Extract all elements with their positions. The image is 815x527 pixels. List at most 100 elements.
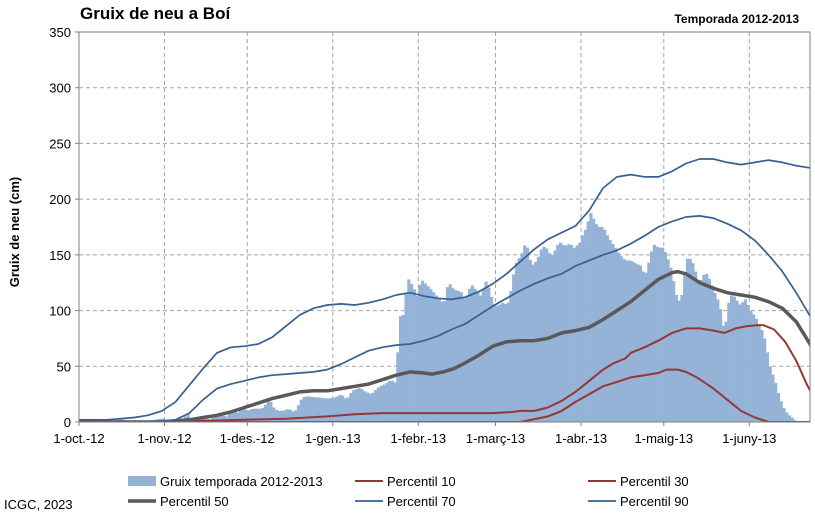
season-bar <box>600 227 604 422</box>
season-bar <box>216 415 221 422</box>
season-bar <box>421 280 425 422</box>
season-bar <box>520 253 524 422</box>
season-bar <box>365 392 370 422</box>
x-tick-label: 1-juny-13 <box>722 431 776 446</box>
season-bar <box>360 389 364 422</box>
season-bar <box>341 395 345 422</box>
season-bar <box>434 295 439 422</box>
season-bar <box>699 279 703 422</box>
season-bar <box>332 397 336 422</box>
season-bar <box>655 246 659 422</box>
x-tick-label: 1-nov.-12 <box>138 431 192 446</box>
season-bar <box>732 296 736 422</box>
season-bar <box>296 405 301 422</box>
season-bar <box>616 252 621 422</box>
season-bar <box>269 401 273 422</box>
season-bar <box>490 296 494 422</box>
season-bar <box>757 324 761 422</box>
season-bar <box>743 299 747 422</box>
season-bar <box>583 229 587 422</box>
season-bar <box>263 404 267 422</box>
season-bar <box>247 410 251 422</box>
season-bar <box>443 301 447 422</box>
season-bar <box>294 410 298 422</box>
season-bar <box>390 380 394 422</box>
season-bar <box>291 411 295 422</box>
season-bar <box>238 409 243 422</box>
y-tick-label: 50 <box>57 359 71 374</box>
season-bar <box>368 393 372 422</box>
season-bar <box>672 281 676 422</box>
season-bar <box>338 394 342 422</box>
season-bar <box>765 352 770 422</box>
season-bar <box>274 409 279 422</box>
season-bar <box>625 260 629 422</box>
season-bar <box>415 296 419 422</box>
season-bar <box>305 396 309 422</box>
legend-label: Percentil 70 <box>387 494 456 509</box>
plot-frame <box>78 31 811 423</box>
season-bar <box>310 396 314 422</box>
season-bar <box>244 409 248 422</box>
season-bar <box>608 240 612 422</box>
season-bar <box>478 295 483 422</box>
y-tick-label: 200 <box>49 192 71 207</box>
legend-label: Percentil 90 <box>620 494 689 509</box>
season-bar <box>539 249 543 422</box>
season-bar <box>219 414 223 422</box>
season-bar <box>619 256 623 422</box>
x-tick-label: 1-gen.-13 <box>305 431 361 446</box>
y-tick-label: 300 <box>49 81 71 96</box>
season-bar <box>592 218 596 422</box>
season-bar <box>445 287 450 422</box>
x-tick-label: 1-maig-13 <box>635 431 694 446</box>
x-tick-label: 1-març-13 <box>466 431 525 446</box>
y-tick-label: 0 <box>64 415 71 430</box>
season-bar <box>630 261 634 422</box>
season-bar <box>227 414 232 422</box>
season-bar <box>393 382 397 422</box>
legend-swatch <box>128 476 156 486</box>
season-bar <box>749 310 753 422</box>
season-bar <box>440 301 444 422</box>
season-bar <box>467 288 472 422</box>
season-bar <box>376 387 381 422</box>
season-bar <box>666 259 670 422</box>
season-bar <box>316 397 320 422</box>
season-bar <box>741 302 745 422</box>
season-bar <box>230 411 234 422</box>
percentile-lines <box>79 158 810 422</box>
season-bar <box>481 288 485 422</box>
y-axis-ticks: 0 50 100 150 200 250 300 350 <box>49 25 79 430</box>
credit-label: ICGC, 2023 <box>4 497 73 512</box>
season-bars <box>79 213 797 422</box>
season-bar <box>542 246 546 422</box>
season-bar <box>412 289 416 422</box>
season-bar <box>401 315 405 422</box>
season-bar <box>509 291 513 422</box>
season-bar <box>503 303 507 422</box>
season-bar <box>261 408 265 422</box>
season-bar <box>760 330 764 422</box>
season-bar <box>277 410 281 422</box>
y-tick-label: 350 <box>49 25 71 40</box>
season-bar <box>578 242 582 422</box>
season-bar <box>280 410 284 422</box>
season-bar <box>470 285 474 422</box>
season-bar <box>680 294 684 422</box>
season-bar <box>694 271 698 422</box>
season-bar <box>707 278 712 422</box>
season-bar <box>776 393 781 422</box>
season-bar <box>429 289 433 422</box>
season-bar <box>713 292 717 422</box>
x-axis-ticks: 1-oct.-12 1-nov.-12 1-des.-12 1-gen.-13 1-fe… <box>53 422 776 446</box>
season-bar <box>343 398 347 422</box>
season-bar <box>570 245 574 422</box>
season-bar <box>763 338 767 422</box>
season-bar <box>735 300 739 422</box>
season-bar <box>525 247 530 422</box>
season-bar <box>586 221 590 422</box>
season-bar <box>638 265 643 422</box>
season-bar <box>716 299 720 422</box>
